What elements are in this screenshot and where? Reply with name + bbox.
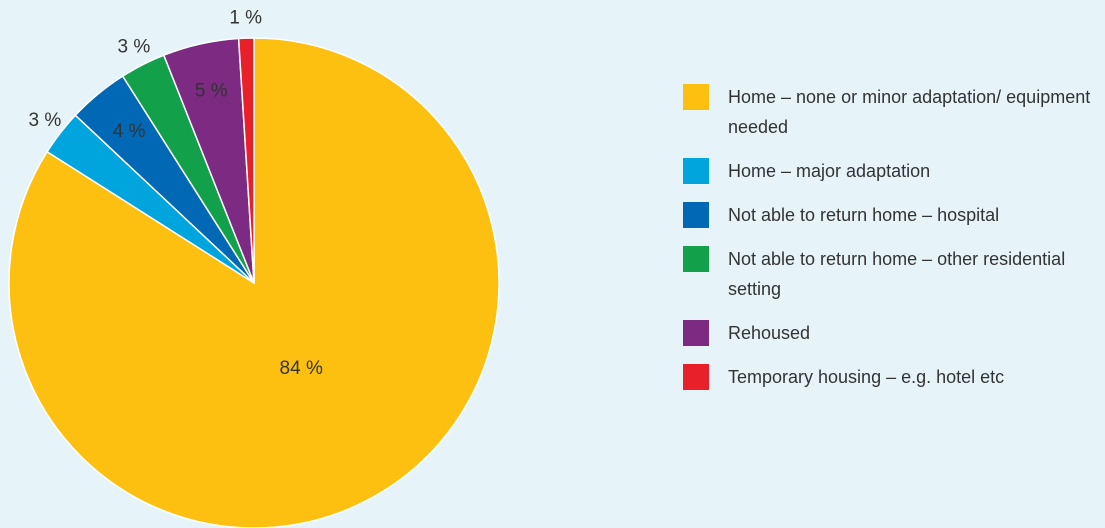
slice-label: 5 % (195, 81, 228, 102)
legend-swatch (683, 158, 709, 184)
legend-item: Rehoused (683, 318, 1103, 348)
legend-swatch (683, 84, 709, 110)
legend: Home – none or minor adaptation/ equipme… (683, 82, 1103, 406)
legend-item: Not able to return home – hospital (683, 200, 1103, 230)
legend-swatch (683, 202, 709, 228)
legend-label: Not able to return home – hospital (728, 205, 1000, 225)
legend-swatch (683, 246, 709, 272)
legend-item: Not able to return home – other resident… (683, 244, 1103, 304)
legend-label: Home – major adaptation (728, 161, 931, 181)
slice-label: 4 % (113, 121, 146, 142)
legend-label: Home – none or minor adaptation/ equipme… (728, 87, 1091, 137)
legend-item: Home – none or minor adaptation/ equipme… (683, 82, 1103, 142)
legend-label: Temporary housing – e.g. hotel etc (728, 367, 1005, 387)
slice-label: 1 % (229, 8, 262, 29)
slice-label: 84 % (280, 358, 323, 379)
legend-label: Rehoused (728, 323, 811, 343)
legend-item: Home – major adaptation (683, 156, 1103, 186)
pie-slice (237, 37, 255, 284)
legend-swatch (683, 320, 709, 346)
legend-item: Temporary housing – e.g. hotel etc (683, 362, 1103, 392)
legend-swatch (683, 364, 709, 390)
slice-label: 3 % (29, 110, 62, 131)
slice-label: 3 % (117, 36, 150, 57)
legend-label: Not able to return home – other resident… (728, 249, 1066, 299)
